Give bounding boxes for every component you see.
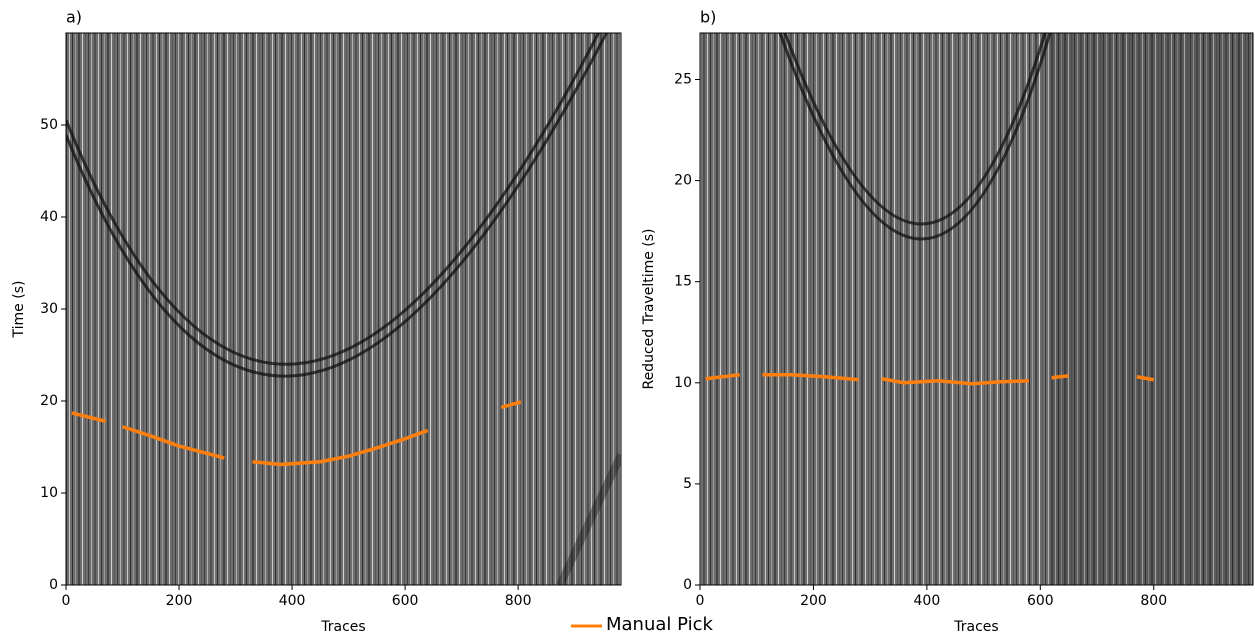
x-tick-label: 200 — [800, 593, 827, 609]
y-tick-label: 0 — [683, 577, 692, 593]
y-tick-label: 5 — [683, 476, 692, 492]
x-axis-label: Traces — [953, 619, 998, 635]
y-tick-label: 50 — [40, 117, 58, 133]
y-tick-label: 20 — [40, 393, 58, 409]
legend-label: Manual Pick — [606, 614, 713, 635]
y-tick-label: 30 — [40, 301, 58, 317]
x-tick-label: 0 — [62, 593, 71, 609]
y-tick-label: 10 — [674, 375, 692, 391]
x-tick-label: 600 — [1027, 593, 1054, 609]
y-tick-label: 25 — [674, 72, 692, 88]
seismic-texture — [66, 33, 1253, 585]
pick-line — [71, 400, 522, 467]
x-tick-label: 0 — [696, 593, 705, 609]
y-tick-label: 20 — [674, 173, 692, 189]
x-tick-label: 200 — [166, 593, 193, 609]
x-tick-label: 600 — [392, 593, 419, 609]
x-tick-label: 400 — [914, 593, 941, 609]
x-tick-label: 800 — [505, 593, 532, 609]
panel-label: a) — [66, 8, 82, 27]
y-axis-label: Reduced Traveltime (s) — [641, 228, 657, 389]
x-axis-label: Traces — [320, 619, 365, 635]
legend: Manual Pick — [571, 614, 713, 635]
panel-label: b) — [700, 8, 716, 27]
pick-line — [705, 372, 1155, 386]
plot-frame — [699, 32, 1254, 586]
y-tick-label: 40 — [40, 209, 58, 225]
y-tick-label: 0 — [49, 577, 58, 593]
x-tick-label: 800 — [1140, 593, 1167, 609]
y-tick-label: 10 — [40, 485, 58, 501]
y-axis-label: Time (s) — [11, 281, 27, 339]
y-tick-label: 15 — [674, 274, 692, 290]
x-tick-label: 400 — [279, 593, 306, 609]
